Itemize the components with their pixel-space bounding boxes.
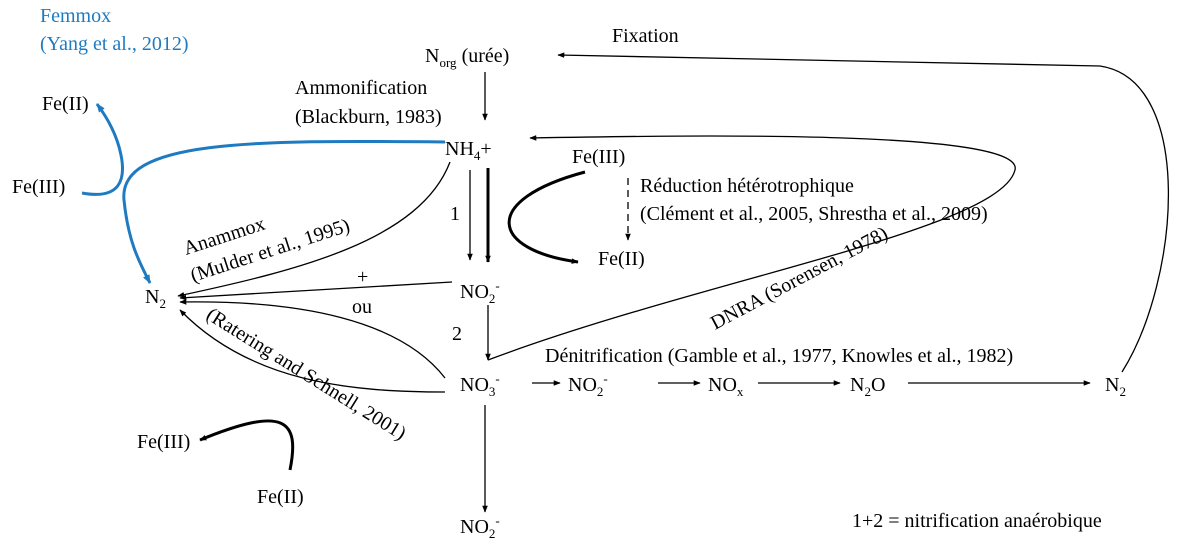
label-sub: 4 <box>474 148 481 163</box>
label-sub: 2 <box>489 526 496 541</box>
label-text: NO <box>708 374 737 396</box>
arrow-anammox <box>177 161 451 298</box>
label-text: Femmox <box>40 5 111 27</box>
label: Ammonification <box>295 77 427 99</box>
label: 2 <box>452 323 462 345</box>
label: N2 <box>1105 374 1126 399</box>
label: (Blackburn, 1983) <box>295 106 442 128</box>
arrow-ratering <box>179 309 446 393</box>
label-sub: 2 <box>489 291 496 306</box>
label-sub: 3 <box>489 384 496 399</box>
label-text: Fe(II) <box>42 93 89 115</box>
label: Fe(III) <box>12 176 65 198</box>
label-sup: - <box>603 371 607 386</box>
label-text: NO <box>460 374 489 396</box>
label: (Ratering and Schnell, 2001) <box>202 304 410 445</box>
label: (Yang et al., 2012) <box>40 33 189 55</box>
label-text: 1 <box>450 203 460 225</box>
labels: Femmox (Yang et al., 2012) Fixation Norg (u… <box>12 5 1126 541</box>
label-text: N <box>850 374 864 396</box>
arrow-femmox-fe <box>81 103 125 196</box>
label: Fe(II) <box>42 93 89 115</box>
arrow-fe-reduction <box>507 170 586 264</box>
arrow-fe-oxidation <box>199 419 295 471</box>
label-text: O <box>871 374 885 396</box>
label: NH4+ <box>445 138 492 163</box>
label-text: Fe(III) <box>572 146 625 168</box>
label: Fe(III) <box>572 146 625 168</box>
arrow-no2-n2 <box>179 281 453 301</box>
label-sub: 2 <box>597 384 604 399</box>
label-text: NH <box>445 138 474 160</box>
label: Fixation <box>612 25 679 47</box>
label-text: Ammonification <box>295 77 427 99</box>
label-sup: - <box>495 371 499 386</box>
label: Dénitrification (Gamble et al., 1977, Kn… <box>545 345 1013 367</box>
label: + <box>357 266 368 288</box>
label: Fe(III) <box>137 431 190 453</box>
label-text: N <box>425 45 439 67</box>
label: Fe(II) <box>257 486 304 508</box>
label-text: (Clément et al., 2005, Shrestha et al., … <box>640 203 988 225</box>
label: N2 <box>145 286 166 311</box>
label-sup: - <box>495 278 499 293</box>
label: Fe(II) <box>598 248 645 270</box>
label: NO2- <box>460 513 500 541</box>
label-text: Dénitrification (Gamble et al., 1977, Kn… <box>545 345 1013 367</box>
label-sub: 2 <box>1119 384 1126 399</box>
label-text: (urée) <box>457 45 510 67</box>
label: (Clément et al., 2005, Shrestha et al., … <box>640 203 988 225</box>
label-text: NO <box>568 374 597 396</box>
label-text: 1+2 = nitrification anaérobique <box>852 510 1102 532</box>
arrows <box>81 52 1170 513</box>
label-text: (Blackburn, 1983) <box>295 106 442 128</box>
label-sup: - <box>495 513 499 528</box>
label-text: Fe(II) <box>598 248 645 270</box>
label: ou <box>352 296 372 318</box>
label: Réduction hétérotrophique <box>640 175 854 197</box>
label-text: + <box>480 138 491 160</box>
label-text: (Yang et al., 2012) <box>40 33 189 55</box>
label: Norg (urée) <box>425 45 509 70</box>
label-text: N <box>145 286 159 308</box>
label-sub: org <box>439 55 457 70</box>
label: 1 <box>450 203 460 225</box>
label-sub: x <box>737 384 744 399</box>
label: NO2- <box>460 278 500 306</box>
label-text: Réduction hétérotrophique <box>640 175 854 197</box>
label-sub: 2 <box>864 384 871 399</box>
label: NOx <box>708 374 744 399</box>
label-text: NO <box>460 516 489 538</box>
arrow-femmox <box>122 139 446 284</box>
label-text: N <box>1105 374 1119 396</box>
label-text: DNRA (Sorensen, 1978) <box>707 222 891 334</box>
arrow-fixation <box>557 52 1170 373</box>
label-sub: 2 <box>159 296 166 311</box>
label-text: Fe(III) <box>137 431 190 453</box>
label: DNRA (Sorensen, 1978) <box>707 222 891 334</box>
label: NO2- <box>568 371 608 399</box>
arrow-no3-n2 <box>179 299 446 379</box>
label-text: Fixation <box>612 25 679 47</box>
label-text: NO <box>460 281 489 303</box>
label-text: (Ratering and Schnell, 2001) <box>202 304 410 445</box>
arrow-dnra <box>487 135 1016 361</box>
label-text: + <box>357 266 368 288</box>
label: N2O <box>850 374 885 399</box>
label: 1+2 = nitrification anaérobique <box>852 510 1102 532</box>
label-text: 2 <box>452 323 462 345</box>
label-text: Fe(III) <box>12 176 65 198</box>
label-text: Fe(II) <box>257 486 304 508</box>
label: NO3- <box>460 371 500 399</box>
label-text: ou <box>352 296 372 318</box>
label: Femmox <box>40 5 111 27</box>
